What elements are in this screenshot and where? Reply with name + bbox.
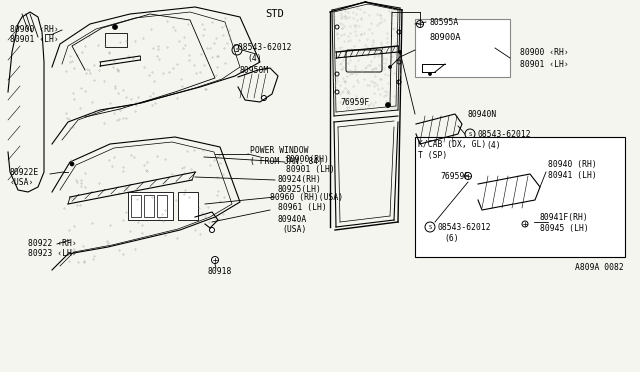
Text: 80901 ‹LH›: 80901 ‹LH› bbox=[520, 60, 569, 68]
Text: 80940 (RH): 80940 (RH) bbox=[548, 160, 596, 169]
Text: ( FROM JAN.'84): ( FROM JAN.'84) bbox=[250, 157, 323, 166]
Text: Ⓝ08543-62012: Ⓝ08543-62012 bbox=[234, 42, 292, 51]
Text: 80900A: 80900A bbox=[430, 32, 461, 42]
Text: 80945 (LH): 80945 (LH) bbox=[540, 224, 589, 232]
Text: (USA): (USA) bbox=[282, 224, 307, 234]
Circle shape bbox=[397, 30, 401, 34]
Text: 80922E: 80922E bbox=[10, 167, 39, 176]
Bar bbox=[415, 19, 510, 77]
Circle shape bbox=[335, 72, 339, 76]
Circle shape bbox=[388, 65, 392, 68]
Text: K/CAB (DX, GL): K/CAB (DX, GL) bbox=[418, 140, 486, 148]
Text: S: S bbox=[428, 224, 431, 230]
Text: 80595A: 80595A bbox=[430, 17, 460, 26]
Text: 80950M: 80950M bbox=[240, 65, 269, 74]
Circle shape bbox=[397, 80, 401, 84]
Text: 08543-62012: 08543-62012 bbox=[478, 129, 532, 138]
Text: A809A 0082: A809A 0082 bbox=[575, 263, 624, 273]
Circle shape bbox=[209, 228, 214, 232]
Text: 80925(LH): 80925(LH) bbox=[278, 185, 322, 193]
Text: 08543-62012: 08543-62012 bbox=[438, 222, 492, 231]
Bar bbox=[415, 137, 625, 257]
Circle shape bbox=[522, 221, 528, 227]
Text: 80924(RH): 80924(RH) bbox=[278, 174, 322, 183]
Circle shape bbox=[429, 73, 431, 76]
Text: (4): (4) bbox=[486, 141, 500, 150]
Text: 80941F(RH): 80941F(RH) bbox=[540, 212, 589, 221]
Text: 80960 (RH)(USA): 80960 (RH)(USA) bbox=[270, 192, 343, 202]
Bar bbox=[131, 195, 141, 217]
Circle shape bbox=[211, 257, 218, 263]
Text: 80918: 80918 bbox=[208, 267, 232, 276]
Bar bbox=[178, 192, 198, 220]
Circle shape bbox=[335, 90, 339, 94]
Text: T (SP): T (SP) bbox=[418, 151, 447, 160]
Circle shape bbox=[397, 60, 401, 64]
Text: 80940N: 80940N bbox=[467, 109, 496, 119]
Text: 80900 ‹RH›: 80900 ‹RH› bbox=[10, 25, 59, 33]
Circle shape bbox=[385, 103, 390, 108]
Text: 76959F: 76959F bbox=[440, 171, 469, 180]
Bar bbox=[157, 195, 167, 217]
Text: 80941 (LH): 80941 (LH) bbox=[548, 170, 596, 180]
Circle shape bbox=[465, 173, 472, 180]
Text: 76959F: 76959F bbox=[340, 97, 369, 106]
Circle shape bbox=[399, 51, 401, 54]
Text: STD: STD bbox=[265, 9, 284, 19]
Text: 80900(RH): 80900(RH) bbox=[286, 154, 330, 164]
Text: 80923 ‹LH›: 80923 ‹LH› bbox=[28, 250, 77, 259]
Circle shape bbox=[262, 96, 266, 100]
FancyBboxPatch shape bbox=[346, 50, 382, 72]
Text: (6): (6) bbox=[444, 234, 459, 243]
Circle shape bbox=[417, 20, 424, 28]
Circle shape bbox=[70, 162, 74, 166]
Text: S: S bbox=[468, 131, 472, 137]
Text: S: S bbox=[236, 48, 239, 52]
Text: ‹USA›: ‹USA› bbox=[10, 177, 35, 186]
Text: 80901 ‹LH›: 80901 ‹LH› bbox=[10, 35, 59, 44]
Bar bbox=[105, 33, 127, 47]
Text: 80901 (LH): 80901 (LH) bbox=[286, 164, 335, 173]
Bar bbox=[144, 195, 154, 217]
Text: 80940A: 80940A bbox=[278, 215, 307, 224]
Circle shape bbox=[335, 25, 339, 29]
Bar bbox=[128, 192, 173, 220]
Circle shape bbox=[113, 25, 118, 29]
Text: 80961 (LH): 80961 (LH) bbox=[278, 202, 327, 212]
Text: (4): (4) bbox=[247, 54, 262, 62]
Text: POWER WINDOW: POWER WINDOW bbox=[250, 145, 308, 154]
Text: 80922 ‹RH›: 80922 ‹RH› bbox=[28, 240, 77, 248]
Text: 80900 ‹RH›: 80900 ‹RH› bbox=[520, 48, 569, 57]
